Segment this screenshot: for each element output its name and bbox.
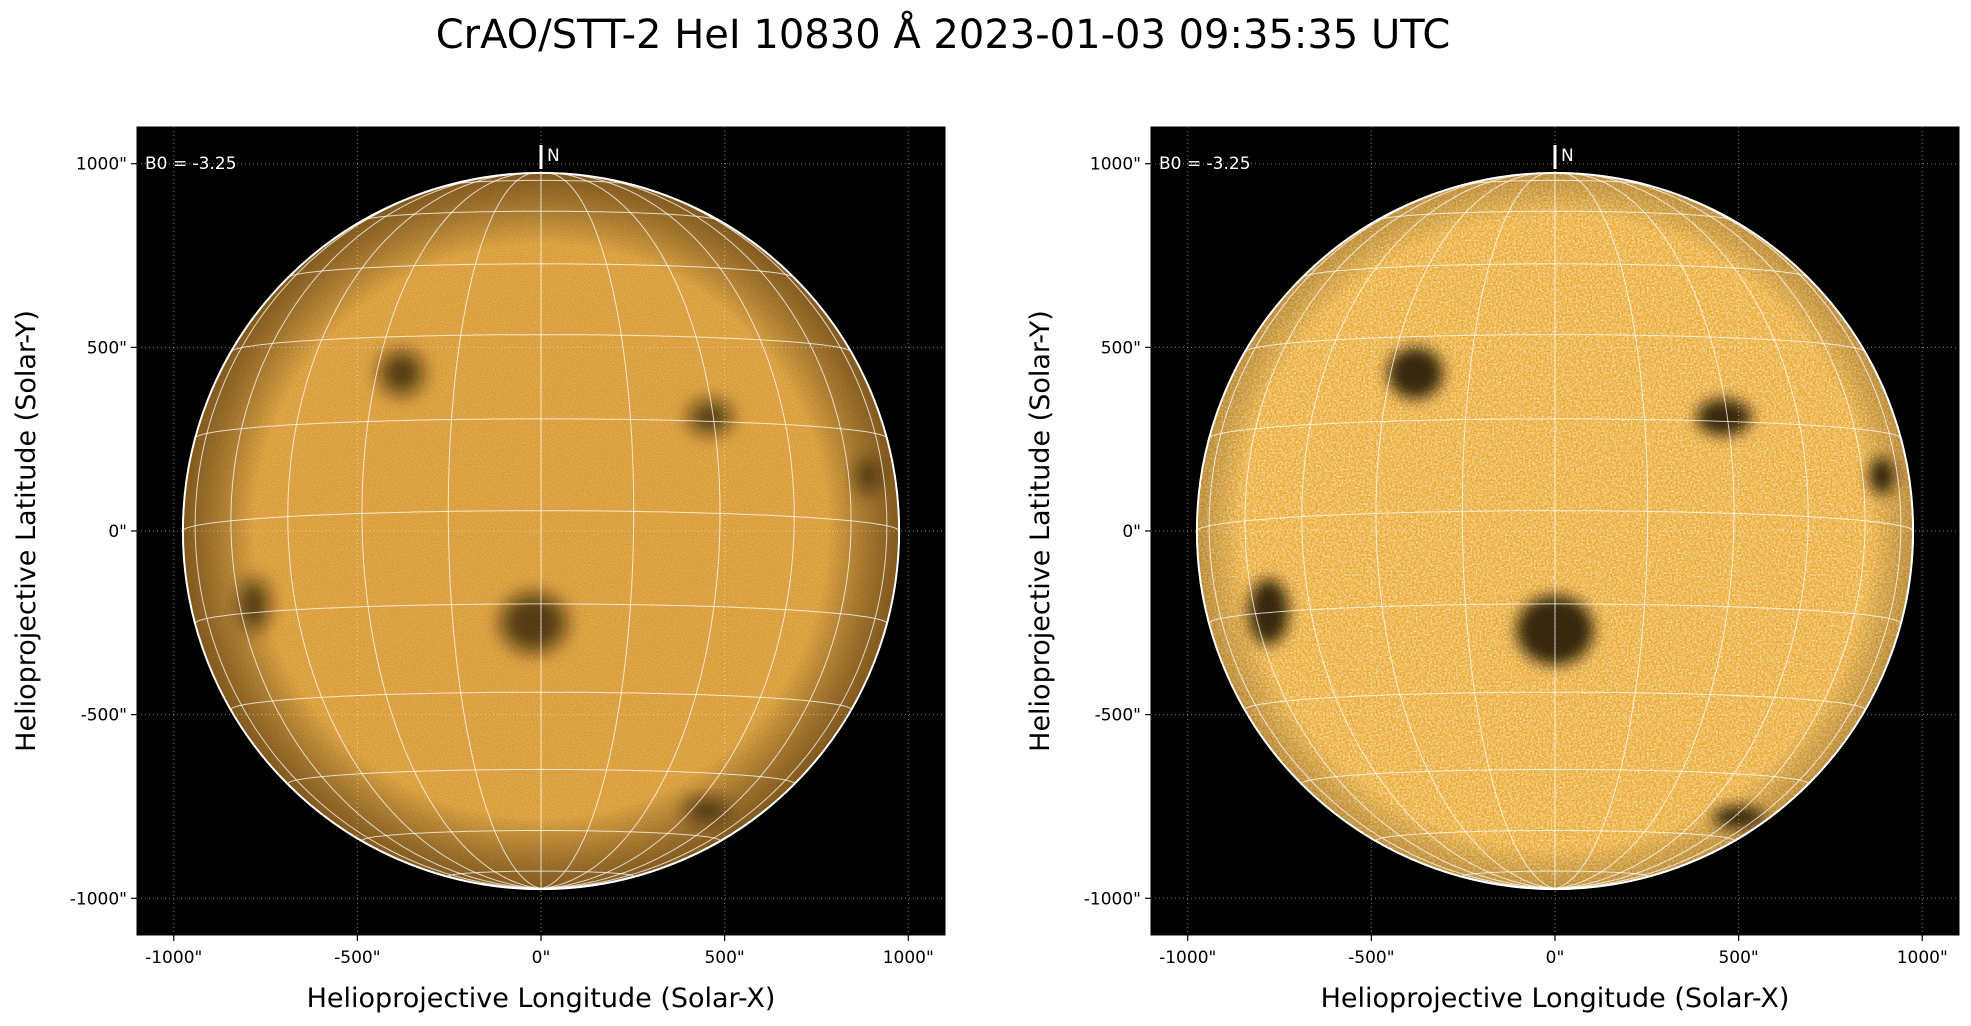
y-tick-label: 1000" — [1090, 155, 1141, 175]
x-tick-label: 0" — [1546, 948, 1565, 968]
x-tick-label: 500" — [1718, 948, 1758, 968]
y-axis-label: Helioprojective Latitude (Solar-Y) — [1025, 310, 1056, 752]
x-tick-label: 0" — [532, 948, 551, 968]
x-axis-label: Helioprojective Longitude (Solar-X) — [1321, 983, 1790, 1014]
x-tick-label: -500" — [334, 948, 380, 968]
panel-right: N B0 = -3.25 -1000" -500" 0" 500" 1000" 1000" 50… — [1025, 126, 1960, 1014]
y-tick-label: -1000" — [1084, 889, 1141, 909]
x-tick-label: -500" — [1348, 948, 1394, 968]
x-tick-label: 1000" — [1897, 948, 1948, 968]
y-tick-label: 500" — [1101, 338, 1141, 358]
solar-limb — [181, 171, 901, 891]
x-tick-label: -1000" — [1159, 948, 1216, 968]
y-tick-label: 500" — [87, 338, 127, 358]
x-tick-label: 500" — [704, 948, 744, 968]
b0-label: B0 = -3.25 — [145, 154, 237, 174]
x-tick-label: 1000" — [883, 948, 934, 968]
axis-gridlines — [1151, 127, 1959, 935]
north-label: N — [547, 146, 560, 166]
y-tick-label: 0" — [108, 522, 127, 542]
figure-title: CrAO/STT-2 HeI 10830 Å 2023-01-03 09:35:… — [435, 12, 1451, 58]
x-axis-label: Helioprojective Longitude (Solar-X) — [307, 983, 776, 1014]
solar-limb — [1195, 171, 1915, 891]
y-tick-label: 1000" — [76, 155, 127, 175]
y-axis-label: Helioprojective Latitude (Solar-Y) — [11, 310, 42, 752]
panel-left: N B0 = -3.25 -1000" -500" 0" 500" 1000" 1000" 50… — [11, 126, 946, 1014]
y-tick-label: -1000" — [70, 889, 127, 909]
x-tick-label: -1000" — [145, 948, 202, 968]
north-label: N — [1561, 146, 1574, 166]
y-tick-label: -500" — [1095, 706, 1141, 726]
y-tick-label: 0" — [1122, 522, 1141, 542]
b0-label: B0 = -3.25 — [1159, 154, 1251, 174]
y-tick-label: -500" — [81, 706, 127, 726]
